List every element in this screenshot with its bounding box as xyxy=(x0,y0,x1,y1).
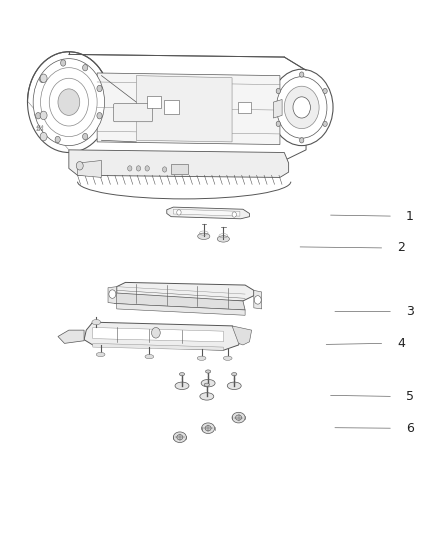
Ellipse shape xyxy=(201,423,215,433)
Circle shape xyxy=(276,88,280,94)
FancyBboxPatch shape xyxy=(114,104,152,122)
Polygon shape xyxy=(117,304,245,316)
Polygon shape xyxy=(232,326,252,345)
Polygon shape xyxy=(173,209,240,216)
Ellipse shape xyxy=(173,432,186,442)
Polygon shape xyxy=(136,76,232,142)
Circle shape xyxy=(82,133,88,140)
Text: 1: 1 xyxy=(406,209,414,223)
Circle shape xyxy=(177,210,181,215)
Ellipse shape xyxy=(177,434,183,440)
Ellipse shape xyxy=(201,379,215,387)
FancyBboxPatch shape xyxy=(147,96,161,108)
Circle shape xyxy=(40,132,47,141)
Circle shape xyxy=(35,112,41,119)
Ellipse shape xyxy=(205,425,211,431)
Circle shape xyxy=(49,78,88,126)
Polygon shape xyxy=(93,343,223,350)
FancyBboxPatch shape xyxy=(164,100,179,114)
Polygon shape xyxy=(254,290,261,309)
Circle shape xyxy=(109,290,116,298)
Circle shape xyxy=(136,166,141,171)
Circle shape xyxy=(293,97,311,118)
Circle shape xyxy=(127,166,132,171)
Circle shape xyxy=(97,112,102,119)
Text: ###: ### xyxy=(35,125,44,128)
Text: 3: 3 xyxy=(406,305,414,318)
Circle shape xyxy=(276,77,327,138)
Polygon shape xyxy=(167,207,250,219)
Polygon shape xyxy=(58,330,84,343)
Circle shape xyxy=(284,86,319,128)
Circle shape xyxy=(41,68,97,136)
Ellipse shape xyxy=(92,319,101,325)
Ellipse shape xyxy=(223,356,232,360)
Ellipse shape xyxy=(175,382,189,390)
FancyBboxPatch shape xyxy=(171,164,188,174)
Circle shape xyxy=(40,74,47,83)
Circle shape xyxy=(162,167,167,172)
Ellipse shape xyxy=(232,413,245,423)
Polygon shape xyxy=(273,100,282,118)
Circle shape xyxy=(55,136,60,143)
Circle shape xyxy=(40,111,47,119)
FancyBboxPatch shape xyxy=(238,102,251,114)
Text: 4: 4 xyxy=(397,337,405,350)
Ellipse shape xyxy=(217,236,230,242)
Polygon shape xyxy=(84,322,243,350)
Text: 5: 5 xyxy=(406,390,414,403)
Ellipse shape xyxy=(205,370,211,373)
Polygon shape xyxy=(115,293,245,310)
Text: ###: ### xyxy=(35,128,44,132)
Ellipse shape xyxy=(180,373,185,376)
Circle shape xyxy=(33,59,105,146)
Circle shape xyxy=(145,166,149,171)
Circle shape xyxy=(323,121,327,126)
Circle shape xyxy=(82,64,88,71)
Circle shape xyxy=(300,72,304,77)
Ellipse shape xyxy=(197,356,206,360)
Circle shape xyxy=(300,138,304,143)
Circle shape xyxy=(28,52,110,152)
Polygon shape xyxy=(108,287,117,304)
Circle shape xyxy=(76,161,83,170)
Ellipse shape xyxy=(236,415,242,420)
Circle shape xyxy=(39,76,45,83)
Circle shape xyxy=(152,327,160,338)
Circle shape xyxy=(254,296,261,304)
Polygon shape xyxy=(93,327,223,342)
Polygon shape xyxy=(97,73,280,144)
Circle shape xyxy=(232,212,237,217)
Ellipse shape xyxy=(227,382,241,390)
Circle shape xyxy=(323,88,327,94)
Circle shape xyxy=(58,89,80,115)
Ellipse shape xyxy=(145,354,154,359)
Circle shape xyxy=(97,85,102,92)
Ellipse shape xyxy=(204,383,209,386)
Polygon shape xyxy=(69,150,289,177)
Polygon shape xyxy=(69,54,306,160)
Ellipse shape xyxy=(96,352,105,357)
Circle shape xyxy=(60,60,66,66)
Ellipse shape xyxy=(198,233,210,239)
Ellipse shape xyxy=(200,393,214,400)
Text: 6: 6 xyxy=(406,422,414,435)
Circle shape xyxy=(276,121,280,126)
Ellipse shape xyxy=(232,373,237,376)
Circle shape xyxy=(270,69,333,146)
Polygon shape xyxy=(78,160,102,177)
Polygon shape xyxy=(117,282,254,301)
Text: 2: 2 xyxy=(397,241,405,254)
